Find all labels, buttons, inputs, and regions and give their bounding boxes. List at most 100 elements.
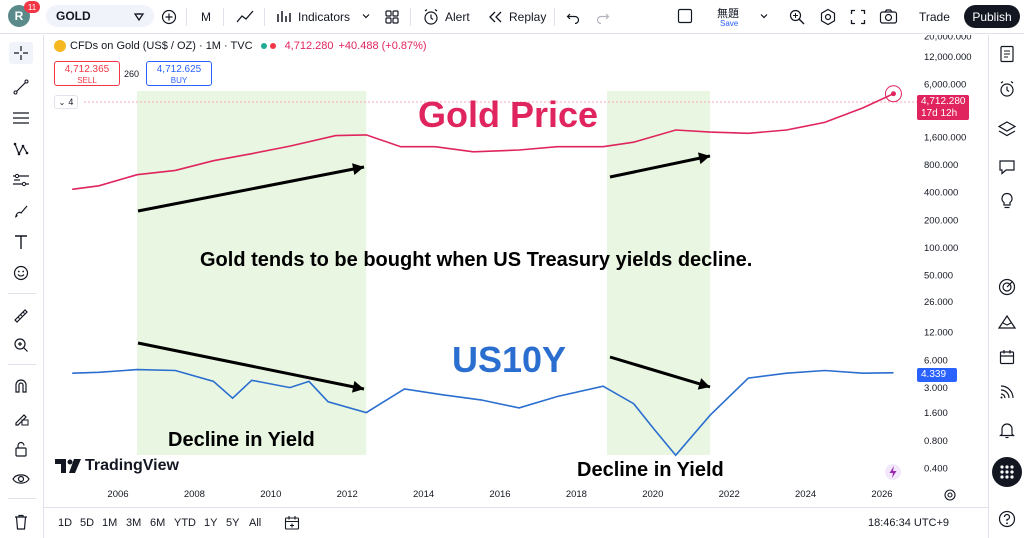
range-button-1d[interactable]: 1D bbox=[58, 517, 73, 529]
text-icon[interactable] bbox=[9, 231, 33, 253]
range-button-all[interactable]: All bbox=[249, 517, 262, 529]
annotation-arrow-4 bbox=[609, 355, 711, 389]
decline-yield-annotation-2: Decline in Yield bbox=[577, 459, 724, 481]
lock-drawing-icon[interactable] bbox=[9, 407, 33, 429]
camera-icon[interactable] bbox=[879, 8, 898, 26]
magnet-icon[interactable] bbox=[9, 375, 33, 397]
fullscreen-box-icon[interactable] bbox=[677, 8, 693, 24]
yield-decline-highlight-1 bbox=[137, 91, 367, 455]
date-range-icon[interactable] bbox=[284, 515, 300, 531]
trend-line-icon[interactable] bbox=[9, 76, 33, 98]
alarm-clock-icon[interactable] bbox=[422, 8, 440, 26]
bar-countdown: 17d 12h bbox=[921, 108, 958, 119]
layout-name[interactable]: 無題 bbox=[717, 8, 739, 20]
layers-icon[interactable] bbox=[995, 117, 1019, 141]
settings-gear-icon[interactable] bbox=[819, 8, 837, 26]
chart-type-icon[interactable] bbox=[236, 9, 254, 25]
collapse-chevron-icon: ⌄ bbox=[58, 97, 66, 107]
undo-icon[interactable] bbox=[566, 10, 580, 24]
us10y-annotation: US10Y bbox=[452, 339, 567, 380]
range-button-5d[interactable]: 5D bbox=[80, 517, 95, 529]
redo-icon[interactable] bbox=[596, 10, 610, 24]
replay-button[interactable]: Replay bbox=[509, 10, 547, 24]
x-tick-label: 2020 bbox=[642, 489, 663, 500]
axis-settings-icon[interactable] bbox=[943, 488, 957, 502]
quick-search-icon[interactable] bbox=[788, 8, 806, 26]
symbol-search[interactable]: GOLD bbox=[46, 5, 154, 27]
range-button-1y[interactable]: 1Y bbox=[204, 517, 218, 529]
chevron-down-icon[interactable] bbox=[361, 11, 371, 21]
indicators-button[interactable]: Indicators bbox=[298, 10, 351, 24]
annotation-arrow-1 bbox=[137, 165, 365, 213]
fib-retracement-icon[interactable] bbox=[9, 107, 33, 129]
emoji-icon[interactable] bbox=[9, 262, 33, 284]
trade-button[interactable]: Trade bbox=[919, 10, 950, 24]
chart-legend[interactable]: CFDs on Gold (US$ / OZ) · 1M · TVC 4,712… bbox=[54, 40, 427, 52]
calendar-icon[interactable] bbox=[995, 345, 1019, 369]
replay-icon[interactable] bbox=[487, 9, 503, 25]
symbol-label: GOLD bbox=[56, 9, 91, 23]
tradingview-watermark[interactable]: TradingView bbox=[55, 457, 179, 475]
fullscreen-icon[interactable] bbox=[850, 9, 866, 25]
buy-label: BUY bbox=[170, 76, 188, 85]
sell-price: 4,712.365 bbox=[64, 64, 110, 75]
eye-icon[interactable] bbox=[9, 468, 33, 490]
alert-button[interactable]: Alert bbox=[445, 10, 470, 24]
annotation-arrowhead-2 bbox=[352, 380, 364, 393]
right-sidebar bbox=[988, 35, 1024, 538]
crosshair-icon[interactable] bbox=[9, 42, 33, 64]
instrument-title: CFDs on Gold (US$ / OZ) · 1M · TVC bbox=[70, 40, 253, 52]
trash-icon[interactable] bbox=[9, 511, 33, 533]
last-price-badge: 4,712.280 17d 12h bbox=[917, 95, 969, 120]
x-tick-label: 2024 bbox=[795, 489, 816, 500]
interval-button[interactable]: M bbox=[201, 10, 211, 24]
gold-price-annotation: Gold Price bbox=[418, 94, 599, 135]
forecast-icon[interactable] bbox=[9, 169, 33, 191]
layout-chevron-down-icon[interactable] bbox=[759, 11, 769, 21]
price-chart[interactable]: 20,000.00012,000.0006,000.0003,000.0001,… bbox=[44, 35, 988, 505]
tradingview-brand: TradingView bbox=[85, 457, 179, 474]
buy-price: 4,712.625 bbox=[156, 64, 202, 75]
range-button-ytd[interactable]: YTD bbox=[174, 517, 196, 529]
compare-icon[interactable] bbox=[161, 9, 177, 25]
ruler-icon[interactable] bbox=[9, 305, 33, 327]
sell-button[interactable]: 4,712.365 SELL bbox=[54, 61, 120, 86]
chat-icon[interactable] bbox=[995, 155, 1019, 179]
mountain-icon[interactable] bbox=[995, 310, 1019, 334]
y-tick-label: 200.000 bbox=[924, 215, 958, 226]
collapse-count: 4 bbox=[68, 97, 74, 107]
buy-button[interactable]: 4,712.625 BUY bbox=[146, 61, 212, 86]
save-button[interactable]: Save bbox=[720, 19, 739, 28]
brush-icon[interactable] bbox=[9, 200, 33, 222]
x-tick-label: 2014 bbox=[413, 489, 434, 500]
apps-grid-icon[interactable] bbox=[992, 457, 1022, 487]
us10y-yield-line bbox=[72, 368, 894, 457]
zoom-in-icon[interactable] bbox=[9, 334, 33, 356]
lightning-icon[interactable] bbox=[884, 463, 902, 481]
y-tick-label: 12,000.000 bbox=[924, 52, 972, 63]
ideas-bulb-icon[interactable] bbox=[995, 189, 1019, 213]
publish-button[interactable]: Publish bbox=[964, 5, 1020, 28]
help-icon[interactable] bbox=[995, 507, 1019, 531]
x-tick-label: 2006 bbox=[107, 489, 128, 500]
pattern-icon[interactable] bbox=[9, 138, 33, 160]
lock-icon[interactable] bbox=[9, 438, 33, 460]
stream-icon[interactable] bbox=[995, 380, 1019, 404]
indicators-collapse-toggle[interactable]: ⌄ 4 bbox=[54, 95, 78, 109]
range-button-6m[interactable]: 6M bbox=[150, 517, 166, 529]
y-tick-label: 100.000 bbox=[924, 243, 958, 254]
range-button-3m[interactable]: 3M bbox=[126, 517, 142, 529]
add-symbol-icon[interactable] bbox=[132, 10, 146, 24]
bell-icon[interactable] bbox=[995, 418, 1019, 442]
target-icon[interactable] bbox=[995, 275, 1019, 299]
avatar-letter: R bbox=[14, 9, 24, 23]
indicators-icon[interactable] bbox=[276, 8, 292, 24]
clock[interactable]: 18:46:34 UTC+9 bbox=[868, 517, 950, 529]
watchlist-icon[interactable] bbox=[995, 42, 1019, 66]
explanation-annotation: Gold tends to be bought when US Treasury… bbox=[200, 249, 753, 271]
alerts-clock-icon[interactable] bbox=[995, 77, 1019, 101]
layouts-grid-icon[interactable] bbox=[384, 9, 400, 25]
range-button-1m[interactable]: 1M bbox=[102, 517, 118, 529]
annotation-arrowhead-3 bbox=[698, 152, 710, 165]
range-button-5y[interactable]: 5Y bbox=[226, 517, 240, 529]
